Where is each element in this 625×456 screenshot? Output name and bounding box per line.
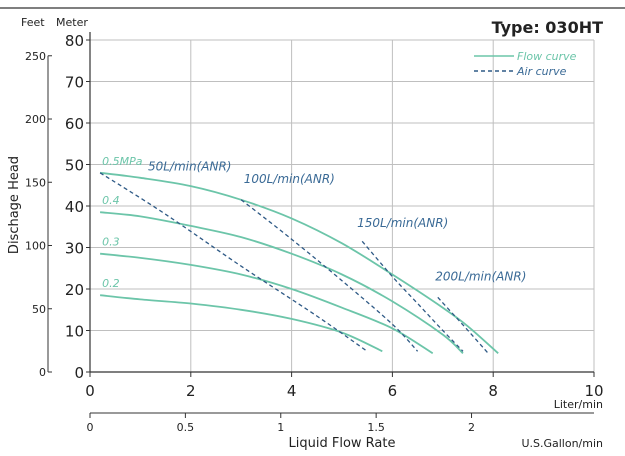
air-curve-1 <box>240 199 419 352</box>
x-gallon-tick-label: 1 <box>277 421 284 434</box>
y-feet-tick-label: 0 <box>39 366 46 379</box>
y-meter-tick-label: 10 <box>65 323 84 341</box>
chart-title: Type: 030HT <box>492 18 604 37</box>
x-gallon-tick-label: 1.5 <box>367 421 385 434</box>
x-gallon-tick-label: 0 <box>87 421 94 434</box>
air-curve-label-0: 50L/min(ANR) <box>148 160 232 174</box>
curve-labels: 0.5MPa 0.4 0.3 0.2 50L/min(ANR) 100L/min(ANR)… <box>102 155 526 290</box>
air-curves <box>99 172 489 354</box>
y-meter-tick-label: 70 <box>65 74 84 92</box>
x-tick-label: 0 <box>85 382 95 400</box>
flow-curves <box>99 171 499 355</box>
flow-curve-label-2: 0.3 <box>102 236 120 249</box>
y-feet-tick-label: 200 <box>25 113 46 126</box>
x-tick-label: 2 <box>186 382 196 400</box>
legend-flow-label: Flow curve <box>517 50 577 63</box>
y-axis-label: Dischage Head <box>7 156 22 254</box>
y-meter-tick-label: 80 <box>65 32 84 50</box>
air-curve-0 <box>99 172 368 352</box>
x-axis-label: Liquid Flow Rate <box>289 436 396 451</box>
y-meter-tick-label: 0 <box>74 364 84 382</box>
y-meter-tick-label: 40 <box>65 198 84 216</box>
y-meter-unit: Meter <box>56 16 88 29</box>
y-feet-tick-label: 250 <box>25 50 46 63</box>
air-curve-label-3: 200L/min(ANR) <box>435 270 526 284</box>
y-meter-tick-label: 60 <box>65 115 84 133</box>
flow-curve-2 <box>100 252 434 355</box>
y-meter-tick-label: 30 <box>65 240 84 258</box>
x-tick-label: 8 <box>488 382 498 400</box>
y-feet-tick-label: 150 <box>25 176 46 189</box>
x-gallon-tick-label: 2 <box>468 421 475 434</box>
flow-curve-label-0: 0.5MPa <box>102 155 143 168</box>
flow-curve-label-3: 0.2 <box>102 277 120 290</box>
x-primary-unit: Liter/min <box>554 398 603 411</box>
y-meter-tick-label: 20 <box>65 281 84 299</box>
x-tick-label: 10 <box>584 382 603 400</box>
flow-curve-label-1: 0.4 <box>102 194 120 207</box>
legend: Flow curve Air curve <box>474 50 577 78</box>
flow-curve-3 <box>100 294 383 353</box>
x-secondary-unit: U.S.Gallon/min <box>521 437 603 450</box>
x-tick-label: 6 <box>388 382 398 400</box>
air-curve-label-2: 150L/min(ANR) <box>357 216 448 230</box>
y-feet-unit: Feet <box>21 16 45 29</box>
flow-curve-1 <box>100 211 464 354</box>
x-tick-label: 4 <box>287 382 297 400</box>
flow-curve-0 <box>99 171 499 354</box>
air-curve-label-1: 100L/min(ANR) <box>244 172 335 186</box>
x-gallon-tick-label: 0.5 <box>177 421 195 434</box>
legend-air-label: Air curve <box>516 65 567 78</box>
y-meter-tick-label: 50 <box>65 157 84 175</box>
y-feet-tick-label: 50 <box>32 303 46 316</box>
grid <box>90 39 595 372</box>
air-curve-2 <box>361 240 464 352</box>
y-feet-tick-label: 100 <box>25 240 46 253</box>
air-curve-3 <box>437 296 489 354</box>
